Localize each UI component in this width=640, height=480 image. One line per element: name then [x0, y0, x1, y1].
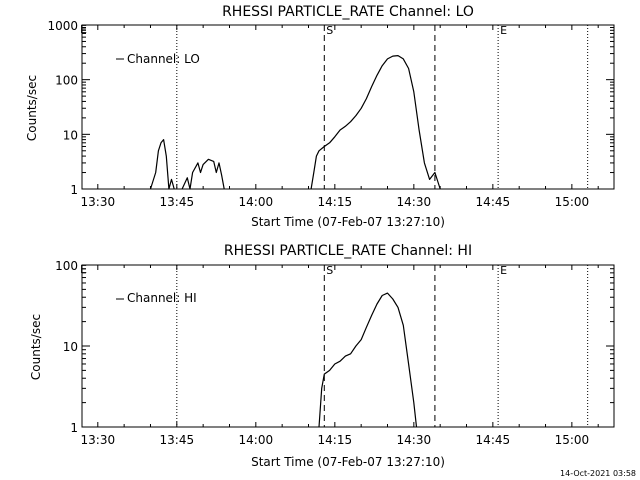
panel-lo-series-0-segment-1 [181, 158, 225, 190]
panel-lo-frame [81, 24, 615, 190]
panel-lo-ytick-label-0: 1 [70, 183, 78, 197]
panel-lo-xtick-label-5: 14:45 [476, 195, 511, 209]
panel-lo-xtick-label-3: 14:15 [318, 195, 353, 209]
panel-hi-xtick-label-6: 15:00 [555, 433, 590, 447]
panel-hi-ytick-label-1: 10 [63, 340, 78, 354]
panel-lo-ylabel: Counts/sec [25, 75, 39, 141]
panel-lo-legend-label: Channel: LO [127, 52, 200, 66]
panel-hi-xtick-label-0: 13:30 [81, 433, 116, 447]
panel-lo-series-0-segment-2 [310, 54, 441, 190]
panel-lo-xtick-label-2: 14:00 [239, 195, 274, 209]
panel-lo-xtick-label-1: 13:45 [160, 195, 195, 209]
panel-lo-marker-label-3: E [500, 24, 507, 37]
panel-hi-ylabel: Counts/sec [29, 314, 43, 380]
panel-hi-xlabel: Start Time (07-Feb-07 13:27:10) [251, 455, 445, 469]
panel-hi-xtick-label-3: 14:15 [318, 433, 353, 447]
panel-lo-title: RHESSI PARTICLE_RATE Channel: LO [222, 4, 474, 20]
panel-hi-xtick-label-1: 13:45 [160, 433, 195, 447]
panel-hi-marker-label-1: S [326, 264, 333, 277]
panel-lo-ytick-label-2: 100 [55, 74, 78, 88]
panel-hi-series-0-segment-0 [318, 292, 418, 428]
panel-lo-xtick-label-4: 14:30 [397, 195, 432, 209]
panel-lo-ytick-label-1: 10 [63, 128, 78, 142]
panel-lo-series-0-segment-0 [149, 139, 175, 190]
panel-lo-marker-label-1: S [326, 24, 333, 37]
panel-hi-xtick-label-4: 14:30 [397, 433, 432, 447]
panel-hi-title: RHESSI PARTICLE_RATE Channel: HI [224, 243, 472, 259]
panel-hi-edge-marker-label: E [80, 263, 87, 276]
footer-date: 14-Oct-2021 03:58 [560, 469, 636, 478]
panel-hi-xtick-label-2: 14:00 [239, 433, 274, 447]
panel-hi-marker-label-3: E [500, 264, 507, 277]
panel-hi-ytick-label-2: 100 [55, 259, 78, 273]
panel-lo-edge-marker-label: E [80, 23, 87, 36]
panel-lo-xtick-label-6: 15:00 [555, 195, 590, 209]
panel-hi-legend-label: Channel: HI [127, 291, 197, 305]
panel-hi-ytick-label-0: 1 [70, 421, 78, 435]
panel-lo-ytick-label-3: 1000 [47, 19, 78, 33]
panel-lo-xlabel: Start Time (07-Feb-07 13:27:10) [251, 215, 445, 229]
panel-hi-xtick-label-5: 14:45 [476, 433, 511, 447]
panel-lo-xtick-label-0: 13:30 [81, 195, 116, 209]
